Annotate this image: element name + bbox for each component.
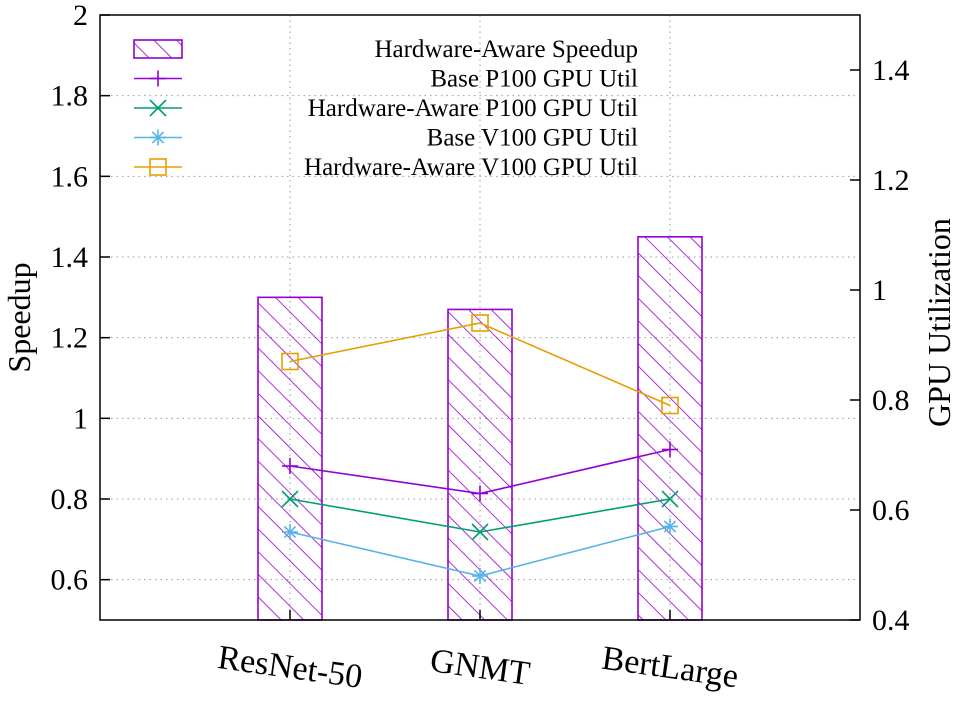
axis-labels: Speedup GPU Utilization [1, 218, 957, 427]
point-4-2 [661, 396, 679, 415]
legend-marker [150, 129, 166, 146]
y-tick-label: 1 [73, 402, 88, 435]
point-2-2 [661, 490, 679, 508]
legend-item: Hardware-Aware P100 GPU Util [134, 95, 638, 122]
legend-marker [149, 158, 167, 176]
series-line-4 [289, 322, 671, 407]
y-tick-label: 1.6 [51, 160, 89, 193]
x-tick-label: ResNet-50 [215, 639, 364, 696]
legend-label: Hardware-Aware P100 GPU Util [308, 95, 638, 122]
legend-marker [150, 70, 166, 87]
point-3-2 [662, 518, 678, 535]
legend-item: Hardware-Aware Speedup [133, 36, 638, 63]
legend: Hardware-Aware Speedup Base P100 GPU Util… [133, 36, 638, 181]
y2-tick-label: 0.6 [872, 494, 910, 527]
y2-tick-label: 1 [872, 274, 887, 307]
point-3-0 [282, 524, 298, 540]
point-1-2 [662, 441, 678, 458]
legend-label: Base V100 GPU Util [427, 125, 638, 152]
point-2-0 [281, 490, 299, 508]
legend-item: Hardware-Aware V100 GPU Util [134, 154, 638, 181]
y2-tick-label: 1.2 [872, 164, 910, 197]
y-tick-label: 0.8 [51, 483, 89, 516]
y-axis-title: Speedup [1, 262, 37, 372]
point-4-1 [471, 314, 489, 332]
y2-tick-label: 0.4 [872, 604, 910, 637]
legend-swatch [133, 39, 183, 59]
point-1-1 [472, 485, 488, 502]
legend-label: Base P100 GPU Util [430, 66, 638, 93]
point-1-0 [282, 458, 298, 474]
legend-label: Hardware-Aware Speedup [374, 36, 638, 63]
y-tick-label: 1.4 [51, 241, 89, 274]
y2-axis-title: GPU Utilization [921, 218, 957, 427]
y-tick-label: 2 [73, 0, 88, 32]
x-tick-label: BertLarge [600, 640, 741, 696]
point-4-0 [281, 352, 299, 371]
legend-item: Base P100 GPU Util [134, 66, 638, 93]
y-tick-label: 1.8 [51, 80, 89, 113]
point-3-1 [472, 568, 488, 584]
bars [257, 236, 703, 621]
y-tick-label: 1.2 [51, 322, 89, 355]
bar-bertlarge [637, 236, 703, 621]
legend-marker [149, 99, 167, 117]
legend-label: Hardware-Aware V100 GPU Util [304, 154, 638, 181]
y2-tick-label: 0.8 [872, 384, 910, 417]
x-tick-label: GNMT [428, 642, 533, 693]
legend-item: Base V100 GPU Util [134, 125, 638, 152]
y2-tick-label: 1.4 [872, 54, 910, 87]
bar-resnet-50 [257, 296, 323, 621]
lines [281, 314, 679, 584]
y-tick-label: 0.6 [51, 564, 89, 597]
point-2-1 [471, 523, 489, 541]
